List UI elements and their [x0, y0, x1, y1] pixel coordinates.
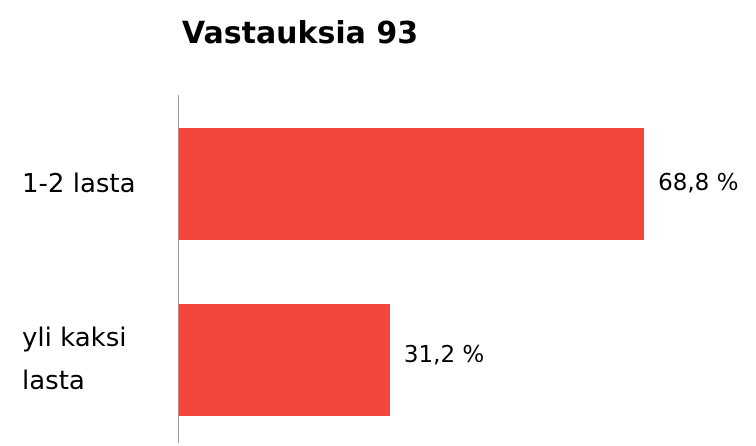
bar — [179, 304, 390, 416]
bar — [179, 128, 645, 240]
chart-title: Vastauksia 93 — [181, 16, 419, 51]
category-label: 1-2 lasta — [22, 168, 136, 199]
category-axis — [178, 95, 179, 443]
value-label: 68,8 % — [658, 170, 739, 196]
category-label: yli kaksi lasta — [22, 323, 127, 396]
value-label: 31,2 % — [403, 342, 485, 368]
